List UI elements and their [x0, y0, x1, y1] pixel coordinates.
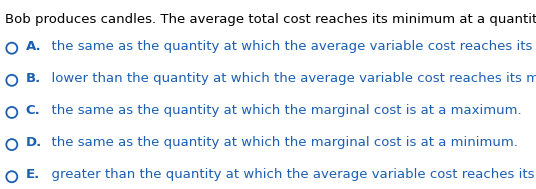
- Text: the same as the quantity at which the marginal cost is at a maximum.: the same as the quantity at which the ma…: [43, 104, 522, 117]
- Text: lower than the quantity at which the average variable cost reaches its minimum.: lower than the quantity at which the ave…: [43, 72, 536, 85]
- Text: C.: C.: [26, 104, 41, 117]
- Text: the same as the quantity at which the marginal cost is at a minimum.: the same as the quantity at which the ma…: [43, 136, 518, 149]
- Text: E.: E.: [26, 168, 40, 181]
- Text: D.: D.: [26, 136, 42, 149]
- Text: Bob produces candles. The average total cost reaches its minimum at a quantity: Bob produces candles. The average total …: [5, 13, 536, 26]
- Text: A.: A.: [26, 40, 41, 53]
- Text: the same as the quantity at which the average variable cost reaches its minimum.: the same as the quantity at which the av…: [43, 40, 536, 53]
- Text: greater than the quantity at which the average variable cost reaches its minimum: greater than the quantity at which the a…: [43, 168, 536, 181]
- Text: B.: B.: [26, 72, 41, 85]
